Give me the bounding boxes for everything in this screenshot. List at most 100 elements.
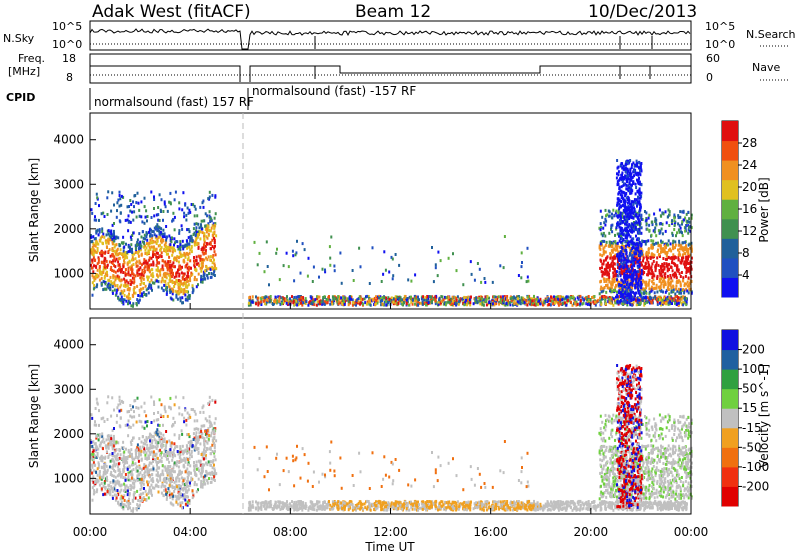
echo-cell bbox=[623, 301, 626, 305]
echo-cell bbox=[656, 300, 659, 304]
echo-cell bbox=[530, 302, 533, 306]
echo-cell bbox=[90, 251, 93, 255]
echo-cell bbox=[93, 264, 95, 268]
echo-cell bbox=[508, 301, 511, 305]
echo-cell bbox=[155, 460, 158, 464]
echo-cell bbox=[629, 270, 632, 274]
echo-cell bbox=[120, 297, 122, 301]
echo-cell bbox=[651, 242, 654, 246]
echo-cell bbox=[632, 290, 635, 294]
echo-cell bbox=[593, 300, 596, 304]
echo-cell bbox=[623, 291, 626, 295]
echo-cell bbox=[143, 293, 146, 296]
echo-cell bbox=[643, 280, 646, 284]
echo-cell bbox=[635, 273, 638, 277]
echo-cell bbox=[169, 269, 172, 273]
echo-cell bbox=[115, 235, 118, 239]
echo-cell bbox=[631, 282, 634, 286]
echo-cell bbox=[620, 185, 623, 189]
echo-cell bbox=[167, 282, 170, 286]
echo-cell bbox=[169, 249, 172, 253]
echo-cell bbox=[650, 220, 653, 224]
echo-cell bbox=[343, 296, 346, 300]
echo-cell bbox=[152, 230, 155, 234]
echo-cell bbox=[126, 461, 129, 465]
echo-cell bbox=[659, 230, 662, 234]
echo-cell bbox=[386, 302, 389, 306]
echo-cell bbox=[465, 298, 467, 302]
echo-cell bbox=[169, 260, 172, 263]
echo-cell bbox=[624, 182, 627, 186]
echo-cell bbox=[612, 264, 614, 268]
echo-cell bbox=[688, 220, 691, 224]
echo-cell bbox=[129, 199, 132, 202]
echo-cell bbox=[655, 283, 658, 287]
echo-cell bbox=[608, 297, 611, 301]
echo-cell bbox=[679, 226, 682, 230]
echo-cell bbox=[660, 227, 663, 231]
echo-cell bbox=[98, 470, 101, 473]
echo-cell bbox=[142, 491, 145, 495]
echo-cell bbox=[681, 231, 683, 235]
echo-cell bbox=[173, 243, 175, 247]
echo-cell bbox=[155, 226, 158, 229]
echo-cell bbox=[640, 231, 643, 235]
echo-cell bbox=[472, 302, 475, 306]
echo-cell bbox=[515, 301, 518, 305]
echo-cell bbox=[208, 229, 211, 232]
echo-cell bbox=[610, 227, 612, 231]
echo-cell bbox=[187, 495, 189, 499]
echo-cell bbox=[152, 253, 154, 257]
echo-cell bbox=[202, 252, 205, 256]
echo-cell bbox=[621, 180, 624, 184]
echo-cell bbox=[621, 194, 624, 198]
echo-cell bbox=[322, 297, 325, 301]
echo-cell bbox=[92, 461, 95, 465]
echo-cell bbox=[476, 262, 479, 265]
echo-cell bbox=[624, 248, 627, 252]
echo-cell bbox=[209, 229, 212, 233]
echo-cell bbox=[356, 299, 359, 303]
echo-cell bbox=[196, 241, 199, 245]
echo-cell bbox=[95, 436, 98, 440]
echo-cell bbox=[611, 277, 614, 281]
echo-cell bbox=[628, 202, 631, 206]
echo-cell bbox=[172, 271, 174, 275]
echo-cell bbox=[188, 435, 191, 439]
echo-cell bbox=[622, 164, 625, 168]
echo-cell bbox=[155, 452, 158, 456]
echo-cell bbox=[403, 301, 406, 305]
echo-cell bbox=[632, 261, 634, 265]
echo-cell bbox=[620, 236, 623, 240]
echo-cell bbox=[375, 295, 377, 299]
echo-cell bbox=[667, 208, 670, 212]
echo-cell bbox=[305, 300, 308, 303]
echo-cell bbox=[316, 300, 319, 304]
echo-cell bbox=[341, 299, 344, 303]
echo-cell bbox=[640, 168, 643, 172]
echo-cell bbox=[636, 298, 639, 302]
power-colorbar-label: Power [dB] bbox=[757, 177, 771, 242]
echo-cell bbox=[140, 215, 143, 219]
echo-cell bbox=[197, 222, 200, 226]
echo-cell bbox=[251, 295, 254, 299]
echo-cell bbox=[639, 196, 642, 200]
echo-cell bbox=[679, 288, 682, 292]
echo-cell bbox=[120, 203, 123, 207]
echo-cell bbox=[677, 222, 680, 226]
echo-cell bbox=[116, 474, 119, 478]
echo-cell bbox=[666, 287, 669, 291]
echo-cell bbox=[627, 230, 630, 234]
echo-cell bbox=[175, 498, 178, 502]
echo-cell bbox=[610, 249, 613, 253]
echo-cell bbox=[377, 296, 380, 300]
echo-cell bbox=[624, 277, 627, 281]
echo-cell bbox=[105, 240, 108, 244]
echo-cell bbox=[366, 302, 368, 306]
echo-cell bbox=[615, 283, 617, 287]
echo-cell bbox=[189, 259, 192, 263]
echo-cell bbox=[189, 464, 192, 468]
echo-cell bbox=[213, 262, 216, 266]
echo-cell bbox=[677, 216, 680, 220]
echo-cell bbox=[358, 246, 361, 250]
